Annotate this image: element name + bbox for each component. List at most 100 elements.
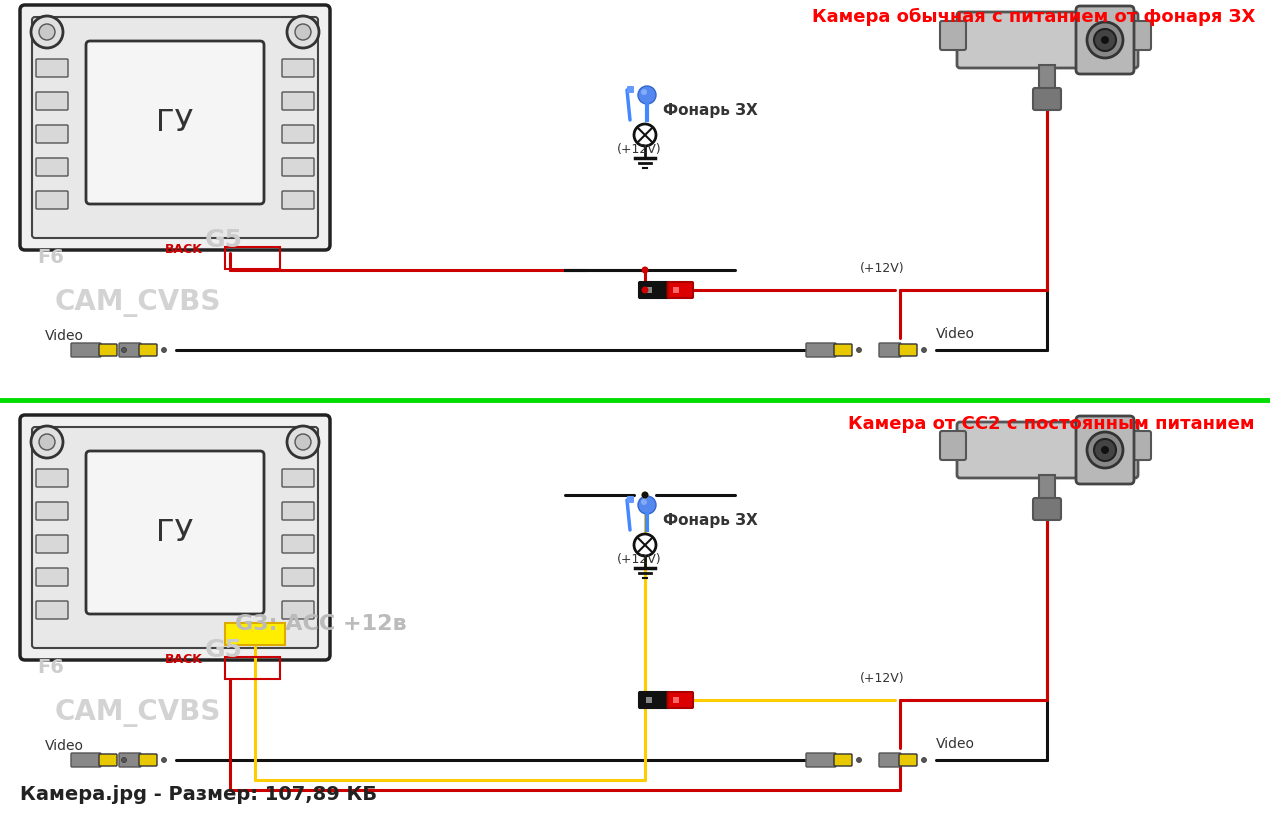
Text: Video: Video bbox=[44, 329, 84, 343]
Text: Video: Video bbox=[936, 327, 975, 341]
FancyBboxPatch shape bbox=[899, 754, 917, 766]
FancyBboxPatch shape bbox=[958, 12, 1138, 68]
FancyBboxPatch shape bbox=[282, 92, 314, 110]
FancyBboxPatch shape bbox=[1129, 431, 1151, 460]
FancyBboxPatch shape bbox=[627, 86, 634, 93]
Circle shape bbox=[30, 426, 64, 458]
FancyBboxPatch shape bbox=[32, 427, 318, 648]
Bar bbox=[225, 657, 279, 679]
Circle shape bbox=[39, 24, 55, 40]
FancyBboxPatch shape bbox=[138, 344, 157, 356]
FancyBboxPatch shape bbox=[36, 191, 69, 209]
Text: (+12V): (+12V) bbox=[860, 672, 904, 685]
FancyBboxPatch shape bbox=[32, 17, 318, 238]
FancyBboxPatch shape bbox=[834, 344, 852, 356]
Text: Video: Video bbox=[936, 737, 975, 751]
FancyBboxPatch shape bbox=[36, 59, 69, 77]
Circle shape bbox=[634, 534, 657, 556]
Text: BACK: BACK bbox=[165, 653, 203, 666]
FancyBboxPatch shape bbox=[668, 282, 693, 298]
FancyBboxPatch shape bbox=[806, 753, 836, 767]
FancyBboxPatch shape bbox=[1033, 498, 1060, 520]
FancyBboxPatch shape bbox=[282, 191, 314, 209]
Text: Фонарь ЗХ: Фонарь ЗХ bbox=[663, 103, 758, 118]
Text: G3: АСС +12в: G3: АСС +12в bbox=[235, 614, 406, 634]
FancyBboxPatch shape bbox=[119, 753, 141, 767]
Circle shape bbox=[856, 758, 861, 763]
Circle shape bbox=[634, 124, 657, 146]
FancyBboxPatch shape bbox=[36, 502, 69, 520]
Bar bbox=[225, 247, 279, 269]
FancyBboxPatch shape bbox=[71, 753, 102, 767]
FancyBboxPatch shape bbox=[119, 343, 141, 357]
Bar bbox=[646, 287, 652, 293]
FancyBboxPatch shape bbox=[1076, 416, 1134, 484]
FancyBboxPatch shape bbox=[282, 502, 314, 520]
FancyBboxPatch shape bbox=[20, 415, 330, 660]
Circle shape bbox=[922, 347, 927, 352]
FancyBboxPatch shape bbox=[71, 343, 102, 357]
Text: ГУ: ГУ bbox=[156, 108, 193, 137]
Circle shape bbox=[295, 434, 311, 450]
Circle shape bbox=[638, 496, 657, 514]
Text: (+12V): (+12V) bbox=[860, 262, 904, 275]
Circle shape bbox=[30, 16, 64, 48]
Text: G5: G5 bbox=[204, 638, 243, 662]
FancyBboxPatch shape bbox=[36, 92, 69, 110]
Text: Фонарь ЗХ: Фонарь ЗХ bbox=[663, 513, 758, 528]
FancyBboxPatch shape bbox=[879, 753, 900, 767]
Text: F6: F6 bbox=[37, 658, 64, 677]
FancyBboxPatch shape bbox=[282, 568, 314, 586]
FancyBboxPatch shape bbox=[879, 343, 900, 357]
Circle shape bbox=[39, 434, 55, 450]
FancyBboxPatch shape bbox=[627, 496, 634, 503]
FancyBboxPatch shape bbox=[99, 754, 117, 766]
Circle shape bbox=[1101, 36, 1109, 44]
FancyBboxPatch shape bbox=[20, 5, 330, 250]
Text: CAM_CVBS: CAM_CVBS bbox=[55, 699, 221, 727]
Text: F6: F6 bbox=[37, 248, 64, 267]
FancyBboxPatch shape bbox=[282, 158, 314, 176]
Circle shape bbox=[287, 16, 319, 48]
Bar bbox=[673, 697, 678, 703]
FancyBboxPatch shape bbox=[86, 451, 264, 614]
FancyBboxPatch shape bbox=[138, 754, 157, 766]
FancyBboxPatch shape bbox=[668, 692, 693, 708]
FancyBboxPatch shape bbox=[36, 535, 69, 553]
FancyBboxPatch shape bbox=[1129, 21, 1151, 50]
Text: Video: Video bbox=[44, 739, 84, 753]
Circle shape bbox=[641, 287, 649, 293]
FancyBboxPatch shape bbox=[958, 422, 1138, 478]
Text: BACK: BACK bbox=[165, 243, 203, 256]
FancyBboxPatch shape bbox=[806, 343, 836, 357]
Circle shape bbox=[641, 499, 646, 505]
Circle shape bbox=[295, 24, 311, 40]
Circle shape bbox=[161, 347, 166, 352]
Circle shape bbox=[287, 426, 319, 458]
Bar bbox=[646, 697, 652, 703]
FancyBboxPatch shape bbox=[1033, 88, 1060, 110]
Circle shape bbox=[641, 89, 646, 95]
Bar bbox=[673, 287, 678, 293]
FancyBboxPatch shape bbox=[36, 601, 69, 619]
FancyBboxPatch shape bbox=[639, 692, 669, 708]
FancyBboxPatch shape bbox=[282, 59, 314, 77]
FancyBboxPatch shape bbox=[36, 125, 69, 143]
Text: (+12V): (+12V) bbox=[617, 553, 662, 566]
FancyBboxPatch shape bbox=[36, 568, 69, 586]
Circle shape bbox=[1093, 29, 1116, 51]
FancyBboxPatch shape bbox=[282, 535, 314, 553]
Circle shape bbox=[1093, 439, 1116, 461]
FancyBboxPatch shape bbox=[282, 601, 314, 619]
Circle shape bbox=[161, 758, 166, 763]
Circle shape bbox=[122, 758, 127, 763]
Bar bbox=[225, 623, 284, 645]
Circle shape bbox=[1087, 22, 1123, 58]
FancyBboxPatch shape bbox=[940, 431, 966, 460]
Bar bbox=[1039, 475, 1055, 500]
Text: ГУ: ГУ bbox=[156, 518, 193, 547]
Circle shape bbox=[1101, 446, 1109, 454]
FancyBboxPatch shape bbox=[86, 41, 264, 204]
Text: Камера от СС2 с постоянным питанием: Камера от СС2 с постоянным питанием bbox=[848, 415, 1255, 433]
Text: CAM_CVBS: CAM_CVBS bbox=[55, 289, 221, 317]
